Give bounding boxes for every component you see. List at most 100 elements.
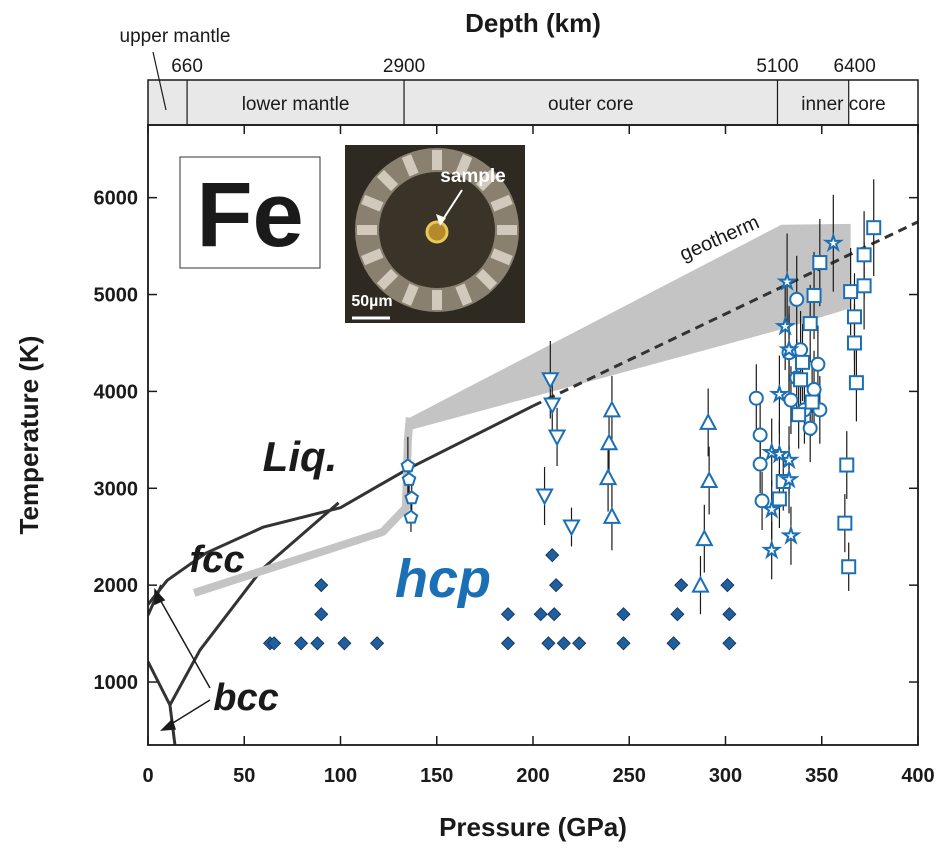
data-point [310, 636, 325, 651]
data-point [599, 433, 619, 451]
x-axis-label: Pressure (GPa) [439, 812, 627, 842]
data-point [856, 278, 872, 294]
x-tick-label: 50 [233, 765, 255, 787]
data-point [670, 607, 685, 622]
geotherm-band [409, 223, 851, 431]
sample-photo [345, 145, 525, 323]
data-point [802, 316, 818, 332]
x-tick-label: 350 [805, 765, 838, 787]
data-point [572, 636, 587, 651]
region-label: outer core [548, 94, 634, 115]
y-tick-label: 4000 [94, 381, 139, 403]
x-tick-label: 100 [324, 765, 357, 787]
data-point [602, 506, 622, 524]
data-point [778, 338, 800, 359]
liquid-label: Liq. [263, 433, 338, 480]
data-point [780, 524, 802, 545]
data-point [543, 397, 562, 415]
data-point [754, 493, 770, 509]
data-point [802, 420, 818, 436]
data-point [843, 284, 859, 300]
data-point [822, 232, 844, 253]
data-point [783, 392, 799, 408]
depth-region [404, 80, 778, 125]
depth-region [148, 80, 188, 125]
phase-line [168, 501, 340, 706]
x-tick-label: 250 [613, 765, 646, 787]
region-label: inner core [801, 94, 886, 115]
data-point [404, 490, 420, 505]
x2-axis-label: Depth (km) [465, 8, 601, 38]
plot: upper mantle lower mantle outer core inner … [94, 26, 935, 787]
x-tick-label: 150 [420, 765, 453, 787]
data-point [699, 412, 718, 430]
data-point [545, 548, 560, 563]
region-pointer [152, 51, 167, 111]
phase-line [148, 661, 177, 745]
depth-tick-label: 5100 [756, 56, 798, 77]
data-point [314, 607, 329, 622]
data-point [791, 407, 807, 423]
fcc-label: fcc [190, 539, 245, 581]
phase-line [192, 417, 414, 597]
scale-bar-label: 50µm [351, 293, 392, 310]
data-point [748, 390, 764, 406]
x-tick-label: 0 [142, 765, 153, 787]
y-tick-label: 2000 [94, 575, 139, 597]
data-point [500, 636, 516, 651]
data-point [846, 335, 862, 351]
element-box [179, 156, 321, 269]
data-point [549, 578, 564, 593]
data-point [556, 636, 571, 651]
data-point [846, 309, 862, 325]
y-axis-label: Temperature (K) [14, 336, 44, 535]
data-point [771, 491, 787, 507]
data-point [778, 468, 800, 489]
data-point [768, 443, 790, 464]
data-point [267, 636, 282, 651]
data-point [810, 356, 826, 372]
data-point [562, 519, 581, 537]
data-point [761, 539, 783, 560]
depth-tick-label: 2900 [383, 56, 425, 77]
data-point [776, 270, 798, 291]
data-point [674, 578, 689, 593]
data-point [848, 375, 864, 391]
data-point [666, 636, 681, 651]
data-point [547, 607, 562, 622]
data-point [761, 498, 783, 519]
data-point [547, 429, 567, 447]
y-tick-label: 3000 [94, 478, 139, 500]
data-point [541, 636, 556, 651]
data-point [804, 394, 820, 410]
data-point [616, 636, 631, 651]
y-tick-label: 6000 [94, 188, 139, 210]
y-tick-label: 5000 [94, 285, 139, 307]
element-label: Fe [196, 164, 303, 266]
data-point [806, 288, 822, 303]
depth-tick-label: 6400 [834, 56, 876, 77]
data-point [691, 575, 710, 593]
data-point [839, 457, 855, 473]
data-point [812, 255, 828, 271]
data-point [837, 515, 853, 531]
x-tick-label: 400 [901, 765, 934, 787]
data-point [793, 372, 809, 388]
data-point [806, 381, 822, 397]
data-point [866, 220, 882, 236]
data-point [720, 578, 735, 593]
data-point [535, 488, 554, 506]
y-tick-label: 1000 [94, 672, 139, 694]
data-point [752, 456, 768, 472]
depth-region [187, 80, 405, 125]
data-point [722, 636, 737, 651]
data-point [752, 427, 768, 443]
data-point [598, 468, 618, 486]
region-label: upper mantle [120, 26, 231, 47]
data-point [602, 400, 622, 418]
data-point [314, 578, 329, 593]
data-point [533, 607, 548, 622]
bcc-label: bcc [213, 677, 278, 719]
data-point [795, 354, 810, 370]
